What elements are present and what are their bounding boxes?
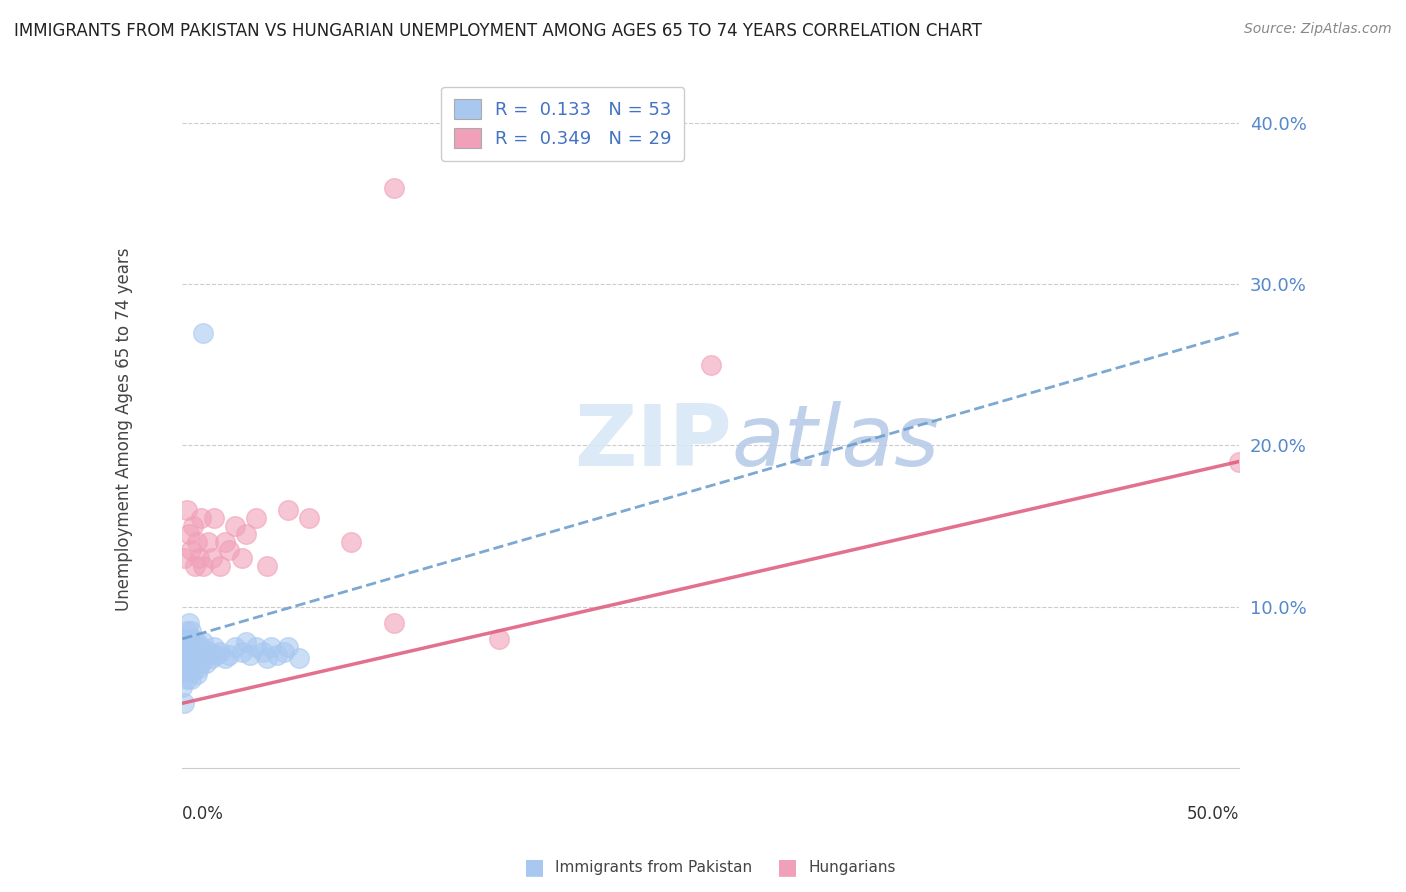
Point bbox=[197, 648, 219, 662]
Text: atlas: atlas bbox=[731, 401, 939, 484]
Point bbox=[488, 632, 510, 646]
Point bbox=[176, 656, 198, 670]
Point bbox=[180, 672, 202, 686]
Text: Source: ZipAtlas.com: Source: ZipAtlas.com bbox=[1244, 22, 1392, 37]
Point bbox=[245, 511, 267, 525]
Point bbox=[277, 503, 299, 517]
Point bbox=[190, 511, 212, 525]
Point bbox=[260, 640, 283, 654]
Point bbox=[214, 535, 236, 549]
Point bbox=[177, 632, 200, 646]
Point bbox=[188, 661, 211, 675]
Point bbox=[188, 645, 211, 659]
Point bbox=[181, 648, 204, 662]
Point bbox=[382, 180, 405, 194]
Point bbox=[180, 656, 202, 670]
Point bbox=[273, 645, 295, 659]
Text: ■: ■ bbox=[778, 857, 797, 877]
Point bbox=[235, 527, 257, 541]
Point bbox=[205, 648, 228, 662]
Point bbox=[173, 632, 195, 646]
Point bbox=[181, 519, 204, 533]
Text: ■: ■ bbox=[524, 857, 544, 877]
Point bbox=[181, 664, 204, 678]
Point bbox=[382, 615, 405, 630]
Point bbox=[224, 640, 246, 654]
Point bbox=[340, 535, 363, 549]
Point bbox=[186, 635, 208, 649]
Point bbox=[190, 640, 212, 654]
Point bbox=[177, 527, 200, 541]
Text: Hungarians: Hungarians bbox=[808, 860, 896, 874]
Point bbox=[193, 635, 215, 649]
Point bbox=[177, 664, 200, 678]
Text: 50.0%: 50.0% bbox=[1187, 805, 1239, 823]
Point bbox=[256, 651, 278, 665]
Point bbox=[186, 667, 208, 681]
Point bbox=[209, 645, 232, 659]
Point bbox=[198, 645, 221, 659]
Point bbox=[201, 551, 224, 566]
Point bbox=[218, 648, 240, 662]
Text: 0.0%: 0.0% bbox=[183, 805, 224, 823]
Point bbox=[176, 624, 198, 638]
Point bbox=[239, 648, 262, 662]
Point bbox=[184, 640, 207, 654]
Point bbox=[176, 503, 198, 517]
Point bbox=[173, 648, 195, 662]
Point bbox=[218, 543, 240, 558]
Point bbox=[201, 651, 224, 665]
Point bbox=[194, 656, 217, 670]
Point bbox=[180, 543, 202, 558]
Point bbox=[202, 511, 225, 525]
Text: ZIP: ZIP bbox=[574, 401, 731, 484]
Text: Immigrants from Pakistan: Immigrants from Pakistan bbox=[555, 860, 752, 874]
Point bbox=[177, 648, 200, 662]
Point bbox=[180, 624, 202, 638]
Point bbox=[235, 635, 257, 649]
Point bbox=[184, 559, 207, 574]
Point bbox=[287, 651, 309, 665]
Text: Unemployment Among Ages 65 to 74 years: Unemployment Among Ages 65 to 74 years bbox=[115, 248, 134, 611]
Point bbox=[177, 615, 200, 630]
Point bbox=[231, 645, 253, 659]
Point bbox=[181, 632, 204, 646]
Point bbox=[173, 664, 195, 678]
Point bbox=[214, 651, 236, 665]
Point bbox=[224, 519, 246, 533]
Point bbox=[256, 559, 278, 574]
Point bbox=[298, 511, 321, 525]
Point bbox=[266, 648, 288, 662]
Point bbox=[231, 551, 253, 566]
Point bbox=[277, 640, 299, 654]
Point bbox=[176, 640, 198, 654]
Point bbox=[173, 551, 195, 566]
Point bbox=[193, 326, 215, 340]
Point bbox=[209, 559, 232, 574]
Point bbox=[202, 640, 225, 654]
Point bbox=[176, 672, 198, 686]
Point bbox=[186, 535, 208, 549]
Point bbox=[180, 640, 202, 654]
Point bbox=[699, 358, 721, 372]
Point bbox=[245, 640, 267, 654]
Point bbox=[1227, 454, 1250, 468]
Point bbox=[252, 645, 274, 659]
Point bbox=[193, 651, 215, 665]
Point bbox=[186, 651, 208, 665]
Point bbox=[173, 696, 195, 710]
Point bbox=[193, 559, 215, 574]
Point bbox=[184, 656, 207, 670]
Point bbox=[190, 656, 212, 670]
Point bbox=[197, 535, 219, 549]
Text: IMMIGRANTS FROM PAKISTAN VS HUNGARIAN UNEMPLOYMENT AMONG AGES 65 TO 74 YEARS COR: IMMIGRANTS FROM PAKISTAN VS HUNGARIAN UN… bbox=[14, 22, 981, 40]
Point bbox=[172, 680, 194, 694]
Legend: R =  0.133   N = 53, R =  0.349   N = 29: R = 0.133 N = 53, R = 0.349 N = 29 bbox=[441, 87, 685, 161]
Point bbox=[188, 551, 211, 566]
